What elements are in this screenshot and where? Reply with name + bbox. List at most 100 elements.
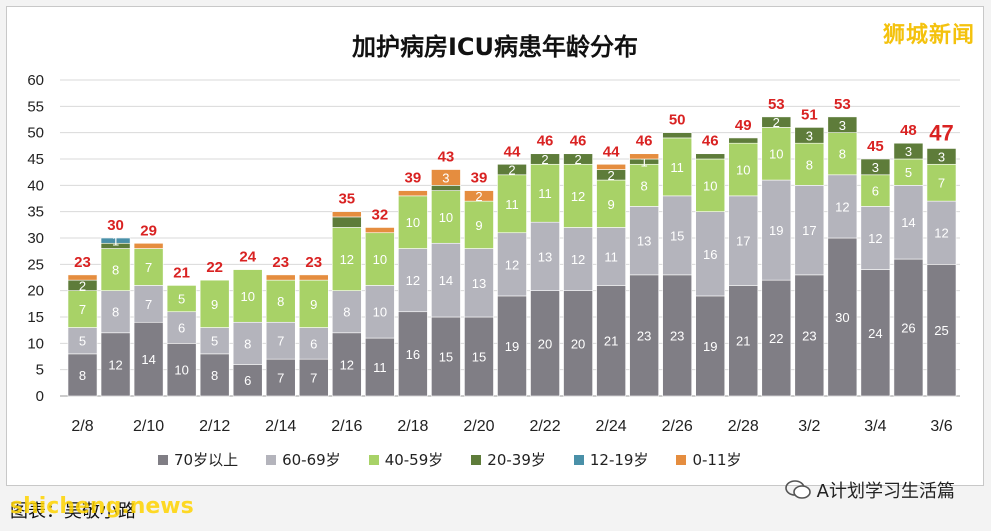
x-tick-label: 3/4 — [864, 418, 886, 435]
bar-segment — [166, 343, 197, 397]
segment-label: 5 — [905, 165, 912, 180]
segment-label: 11 — [538, 186, 552, 201]
chart-caption: 图表：吴敬小路 — [10, 501, 136, 522]
total-label: 43 — [438, 149, 455, 166]
bar-segment — [100, 332, 131, 397]
bar-segment — [464, 190, 494, 202]
segment-label: 12 — [340, 357, 354, 372]
segment-label: 10 — [736, 163, 750, 178]
segment-label: 17 — [736, 234, 750, 249]
segment-label: 24 — [868, 326, 882, 341]
bar-segment — [232, 321, 263, 365]
bar-segment — [100, 237, 131, 244]
bar-segment — [893, 158, 924, 186]
segment-label: 9 — [310, 297, 317, 312]
segment-label: 10 — [373, 252, 387, 267]
segment-label: 7 — [145, 260, 152, 275]
legend-swatch-20 — [471, 454, 482, 465]
segment-label: 8 — [641, 178, 648, 193]
bar-segment — [662, 132, 693, 139]
bar-segment — [67, 290, 98, 328]
segment-label: 5 — [79, 334, 86, 349]
bar-segment — [431, 190, 461, 244]
y-tick-label: 60 — [27, 72, 44, 89]
bar-segment — [199, 353, 230, 397]
x-tick-label: 2/16 — [331, 418, 362, 435]
total-label: 35 — [338, 191, 355, 208]
segment-label: 19 — [769, 223, 783, 238]
legend-label-70: 70岁以上 — [174, 451, 239, 469]
segment-label: 1 — [112, 234, 119, 249]
segment-label: 12 — [571, 189, 585, 204]
chart-legend: 70岁以上 60-69岁 40-59岁 20-39岁 12-19岁 0-11岁 — [158, 449, 742, 470]
bar-segment — [464, 200, 494, 249]
segment-label: 10 — [240, 289, 254, 304]
total-label: 23 — [272, 254, 289, 271]
total-label: 44 — [603, 143, 620, 160]
bar-segment — [365, 232, 395, 286]
y-tick-label: 30 — [27, 230, 44, 247]
bar-segment — [166, 285, 197, 313]
bar-segment — [893, 258, 924, 397]
segment-label: 13 — [637, 234, 651, 249]
bar-segment — [398, 311, 428, 397]
bar-segment — [695, 158, 726, 212]
bar-segment — [365, 285, 395, 339]
segment-label: 2 — [607, 168, 614, 183]
bar-segment — [398, 190, 428, 197]
legend-swatch-70 — [158, 454, 168, 465]
segment-label: 9 — [475, 218, 482, 233]
bar-segment — [629, 163, 659, 207]
bar-segment — [265, 279, 296, 323]
x-tick-label: 2/20 — [463, 418, 494, 435]
legend-swatch-60 — [266, 454, 277, 465]
account-badge[interactable]: A计划学习生活篇 — [784, 477, 955, 503]
total-label: 46 — [537, 133, 554, 150]
bar-segment — [794, 274, 825, 397]
segment-label: 21 — [736, 334, 750, 349]
segment-label: 8 — [112, 305, 119, 320]
legend-swatch-12 — [573, 454, 584, 465]
bar-segment — [827, 237, 858, 397]
bar-segment — [695, 153, 726, 160]
segment-label: 7 — [310, 371, 317, 386]
segment-label: 14 — [141, 352, 155, 367]
bar-segment — [563, 153, 593, 165]
legend-item-60: 60-69岁 — [266, 449, 341, 470]
segment-label: 8 — [839, 147, 846, 162]
bar-segment — [827, 116, 858, 133]
bar-segment — [563, 227, 593, 291]
bar-segment — [860, 269, 891, 397]
segment-label: 12 — [108, 357, 122, 372]
legend-label-12: 12-19岁 — [589, 451, 649, 469]
bar-segment — [662, 274, 693, 397]
segment-label: 25 — [934, 323, 948, 338]
segment-label: 19 — [505, 339, 519, 354]
total-label: 53 — [768, 96, 785, 113]
segment-label: 15 — [472, 350, 486, 365]
bar-segment — [926, 163, 957, 202]
total-label: 23 — [74, 254, 91, 271]
bar-segment — [199, 279, 230, 328]
account-name: A计划学习生活篇 — [816, 481, 955, 502]
bar-segment — [497, 163, 527, 176]
y-tick-label: 35 — [27, 204, 44, 221]
segment-label: 8 — [343, 305, 350, 320]
total-label: 30 — [107, 217, 124, 234]
segment-label: 3 — [938, 149, 945, 164]
total-label: 46 — [636, 133, 653, 150]
segment-label: 10 — [373, 305, 387, 320]
segment-label: 12 — [505, 257, 519, 272]
segment-label: 2 — [79, 278, 86, 293]
total-label: 46 — [570, 133, 587, 150]
x-tick-label: 2/24 — [596, 418, 627, 435]
bar-segment — [596, 163, 626, 170]
bar-segment — [166, 311, 197, 344]
bar-segment — [67, 353, 98, 397]
segment-label: 13 — [472, 276, 486, 291]
bar-segment — [199, 327, 230, 355]
segment-label: 3 — [442, 170, 449, 185]
bar-segment — [761, 279, 792, 397]
bar-segment — [926, 264, 957, 397]
y-tick-label: 45 — [27, 151, 44, 168]
